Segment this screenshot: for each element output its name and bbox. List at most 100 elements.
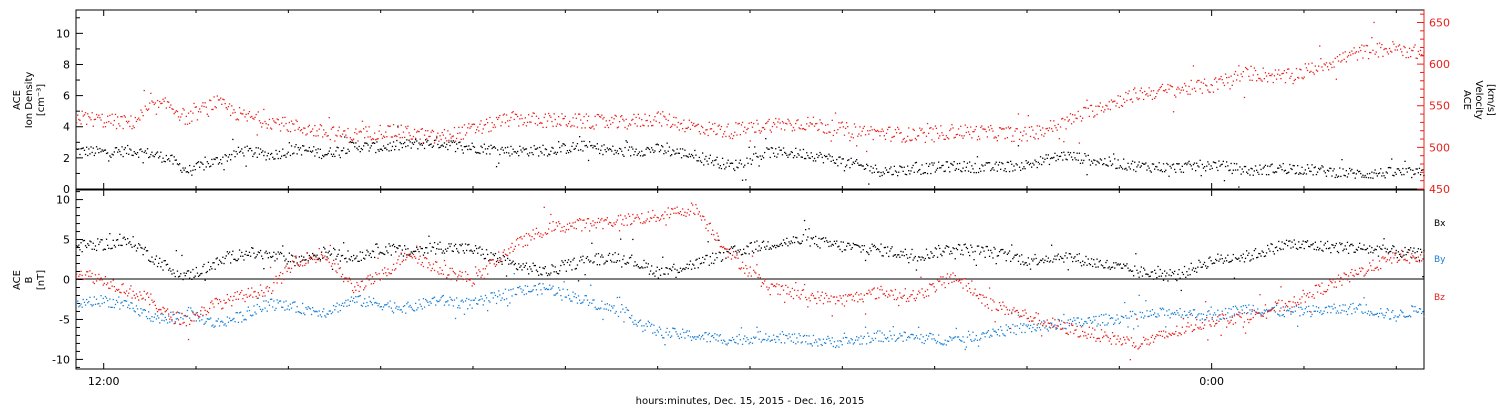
bx-point xyxy=(222,256,224,258)
by-point xyxy=(788,333,790,335)
density-point xyxy=(1080,159,1083,161)
density-point xyxy=(1270,164,1272,166)
density-point xyxy=(1314,166,1316,168)
bx-point xyxy=(1222,262,1224,264)
density-point xyxy=(316,152,318,154)
velocity-point xyxy=(1269,74,1271,77)
by-point xyxy=(339,309,341,312)
bx-point xyxy=(736,252,738,254)
velocity-point xyxy=(1202,82,1205,84)
velocity-point xyxy=(1025,133,1027,135)
velocity-point xyxy=(1114,100,1116,102)
density-point xyxy=(941,165,943,167)
density-point xyxy=(1330,167,1332,170)
density-point xyxy=(714,159,716,162)
by-point xyxy=(606,303,608,305)
velocity-point xyxy=(274,121,276,123)
density-point xyxy=(252,155,254,158)
density-point xyxy=(1068,154,1070,156)
density-point xyxy=(589,141,591,143)
by-point xyxy=(789,336,791,338)
velocity-point xyxy=(637,113,639,115)
density-point xyxy=(539,146,541,149)
by-point xyxy=(1129,310,1131,313)
bx-point xyxy=(314,254,316,256)
bx-point xyxy=(1175,278,1177,280)
velocity-point xyxy=(901,141,903,143)
by-point xyxy=(1190,312,1192,315)
bx-point xyxy=(712,252,714,254)
density-point xyxy=(449,144,451,147)
bx-point xyxy=(777,245,779,248)
velocity-point xyxy=(565,124,567,126)
bx-point xyxy=(1003,252,1005,254)
by-point xyxy=(458,304,460,307)
density-point xyxy=(1109,160,1111,162)
bx-point xyxy=(1263,255,1265,258)
bx-point xyxy=(252,247,254,249)
density-point xyxy=(925,162,928,165)
density-point xyxy=(943,170,945,173)
velocity-point xyxy=(935,127,938,129)
by-point xyxy=(1162,308,1165,310)
velocity-point xyxy=(539,122,541,124)
velocity-point xyxy=(850,136,852,138)
velocity-point xyxy=(76,122,78,124)
by-point xyxy=(263,300,265,302)
bx-point xyxy=(425,247,427,249)
density-point xyxy=(298,149,300,151)
density-point xyxy=(765,138,767,140)
density-point xyxy=(850,157,852,159)
by-point xyxy=(982,332,984,334)
density-point xyxy=(109,155,111,157)
by-point xyxy=(949,336,951,338)
density-point xyxy=(898,171,900,173)
bx-point xyxy=(1209,256,1211,258)
bx-point xyxy=(757,250,759,252)
velocity-point xyxy=(221,103,223,105)
density-point xyxy=(207,162,210,165)
bx-point xyxy=(1026,264,1028,266)
velocity-point xyxy=(333,126,335,128)
bx-point xyxy=(643,259,645,262)
by-point xyxy=(312,307,314,309)
bx-point xyxy=(816,244,818,246)
density-point xyxy=(819,151,821,154)
velocity-point xyxy=(818,128,820,131)
bx-point xyxy=(1370,251,1372,253)
velocity-point xyxy=(269,127,272,129)
by-point xyxy=(77,300,79,302)
velocity-point xyxy=(856,145,858,147)
velocity-point xyxy=(505,114,508,116)
density-point xyxy=(1355,173,1357,175)
bx-point xyxy=(1053,258,1055,260)
bx-point xyxy=(204,279,206,281)
velocity-point xyxy=(528,114,530,116)
velocity-point xyxy=(1103,111,1105,113)
density-point xyxy=(237,146,240,148)
density-point xyxy=(370,145,372,147)
by-point xyxy=(441,295,443,297)
bx-point xyxy=(387,252,389,254)
bx-point xyxy=(553,271,555,273)
velocity-point xyxy=(435,139,437,141)
bx-point xyxy=(1124,265,1126,267)
bx-point xyxy=(1012,258,1014,260)
by-point xyxy=(384,304,386,306)
by-point xyxy=(884,337,887,339)
density-point xyxy=(669,155,672,157)
by-point xyxy=(599,308,601,310)
by-point xyxy=(909,337,911,339)
velocity-point xyxy=(209,99,211,101)
velocity-point xyxy=(159,100,161,103)
density-point xyxy=(774,155,776,157)
density-point xyxy=(565,152,567,154)
bx-point xyxy=(242,255,244,257)
density-point xyxy=(232,138,234,141)
by-point xyxy=(1212,314,1215,316)
bx-point xyxy=(535,269,538,271)
by-point xyxy=(464,300,467,302)
velocity-point xyxy=(1085,107,1087,109)
velocity-point xyxy=(584,127,586,129)
bx-point xyxy=(431,246,433,248)
